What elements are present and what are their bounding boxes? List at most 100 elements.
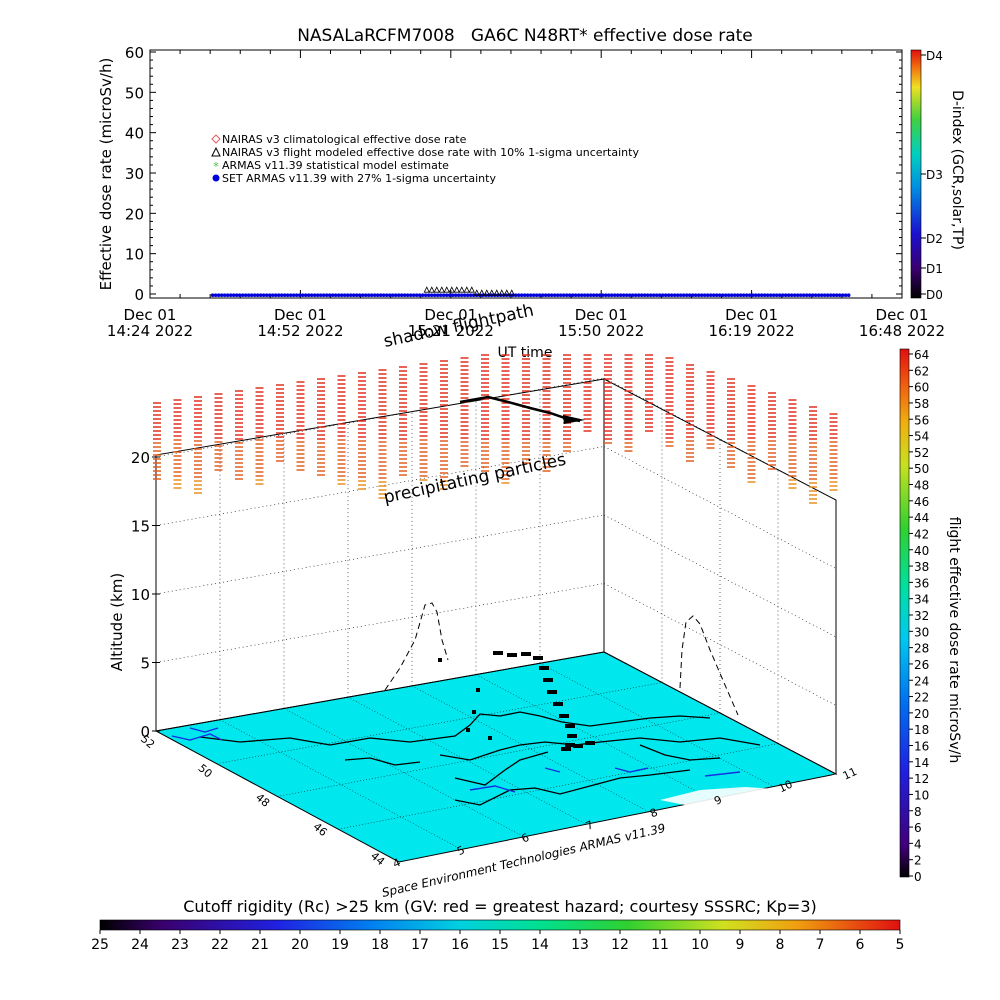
armas-point bbox=[282, 293, 287, 297]
armas-point bbox=[252, 293, 257, 297]
armas-point bbox=[339, 293, 344, 297]
dose-colorbar-tick-label: 56 bbox=[914, 413, 929, 427]
armas-point bbox=[591, 293, 596, 297]
armas-point bbox=[318, 293, 323, 297]
armas-point bbox=[693, 293, 698, 297]
armas-point bbox=[804, 293, 809, 297]
armas-point bbox=[765, 293, 770, 297]
armas-point bbox=[606, 293, 611, 297]
flight-track-point bbox=[493, 651, 503, 655]
top-x-tick-label-date: Dec 01 bbox=[876, 306, 929, 324]
armas-point bbox=[234, 293, 239, 297]
nairas-flight-point bbox=[473, 289, 480, 296]
armas-point bbox=[762, 293, 767, 297]
armas-point bbox=[324, 293, 329, 297]
dose-colorbar-tick-label: 2 bbox=[914, 854, 922, 868]
top-x-tick-label-time: 16:19 2022 bbox=[709, 322, 795, 340]
rigidity-colorbar-ticks: 25 24 23 22 21 20 19 18 17 16 15 14 13 12 11 10 9 8 7 6 5 bbox=[91, 930, 904, 953]
armas-point bbox=[702, 293, 707, 297]
flight-track-point bbox=[565, 724, 575, 728]
armas-point bbox=[249, 293, 254, 297]
flight-track-point bbox=[438, 658, 442, 662]
rigidity-colorbar-tick-label: 14 bbox=[531, 937, 549, 953]
rigidity-colorbar-tick-label: 24 bbox=[131, 937, 149, 953]
armas-point bbox=[798, 293, 803, 297]
dose-colorbar-ticks: 0246810121416182022242628303234363840424… bbox=[909, 348, 929, 884]
dose-colorbar-tick-label: 32 bbox=[914, 609, 929, 623]
dose-colorbar-tick-label: 4 bbox=[914, 837, 922, 851]
armas-point bbox=[756, 293, 761, 297]
flight-track-point bbox=[585, 741, 595, 745]
dindex-colorbar bbox=[910, 49, 922, 299]
dose-colorbar-tick-label: 58 bbox=[914, 397, 929, 411]
armas-point bbox=[390, 293, 395, 297]
armas-point bbox=[399, 293, 404, 297]
flight-track-point bbox=[573, 744, 583, 748]
armas-point bbox=[387, 293, 392, 297]
armas-point bbox=[558, 293, 563, 297]
ground-grid-line bbox=[277, 712, 721, 797]
armas-point bbox=[699, 293, 704, 297]
armas-point bbox=[708, 293, 713, 297]
armas-point bbox=[696, 293, 701, 297]
z-tick-label: 5 bbox=[140, 655, 150, 673]
top-y-tick-label: 30 bbox=[125, 165, 144, 183]
armas-point bbox=[408, 293, 413, 297]
dose-colorbar-tick-label: 0 bbox=[914, 870, 922, 884]
flight-track-point bbox=[466, 728, 470, 732]
dose-colorbar-tick-label: 38 bbox=[914, 560, 929, 574]
armas-point bbox=[396, 293, 401, 297]
dindex-tick-label: D0 bbox=[926, 288, 943, 302]
armas-point bbox=[807, 293, 812, 297]
armas-point bbox=[759, 293, 764, 297]
longitude-tick-label: 6 bbox=[519, 831, 531, 846]
nairas-flight-point bbox=[508, 289, 515, 296]
flight-track-point bbox=[507, 653, 517, 657]
dose-colorbar-tick-label: 36 bbox=[914, 576, 929, 590]
armas-point bbox=[210, 293, 215, 297]
armas-point bbox=[216, 293, 221, 297]
armas-point bbox=[423, 293, 428, 297]
rigidity-colorbar-tick-label: 6 bbox=[856, 937, 865, 953]
dose-colorbar-tick-label: 48 bbox=[914, 479, 929, 493]
armas-point bbox=[615, 293, 620, 297]
top-y-tick-label: 60 bbox=[125, 44, 144, 62]
flight-track-point bbox=[539, 666, 549, 670]
top-legend: NAIRAS v3 climatological effective dose … bbox=[211, 133, 639, 185]
armas-point bbox=[420, 293, 425, 297]
projection-curves bbox=[384, 602, 739, 716]
nairas-flight-point bbox=[483, 289, 490, 296]
armas-point bbox=[711, 293, 716, 297]
armas-point bbox=[393, 293, 398, 297]
armas-point bbox=[333, 293, 338, 297]
top-y-tick-label: 0 bbox=[134, 286, 144, 304]
armas-point bbox=[540, 293, 545, 297]
armas-point bbox=[813, 293, 818, 297]
flight-track-point bbox=[488, 736, 492, 740]
armas-point bbox=[669, 293, 674, 297]
armas-point bbox=[336, 293, 341, 297]
armas-point bbox=[660, 293, 665, 297]
armas-point bbox=[381, 293, 386, 297]
armas-point bbox=[231, 293, 236, 297]
armas-point bbox=[300, 293, 305, 297]
top-plot-frame bbox=[149, 49, 903, 299]
armas-point bbox=[720, 293, 725, 297]
armas-point bbox=[303, 293, 308, 297]
precipitating-particles bbox=[153, 354, 838, 504]
armas-point bbox=[735, 293, 740, 297]
dose-colorbar-tick-label: 62 bbox=[914, 364, 929, 378]
rigidity-colorbar-tick-label: 5 bbox=[896, 937, 905, 953]
flight-track-point bbox=[559, 714, 569, 718]
armas-point bbox=[567, 293, 572, 297]
armas-point bbox=[321, 293, 326, 297]
armas-point bbox=[285, 293, 290, 297]
dose-colorbar-tick-label: 18 bbox=[914, 723, 929, 737]
armas-point bbox=[219, 293, 224, 297]
armas-point bbox=[414, 293, 419, 297]
flight-track-point bbox=[476, 688, 480, 692]
armas-point bbox=[789, 293, 794, 297]
armas-point bbox=[450, 293, 455, 297]
nairas-flight-point bbox=[488, 289, 495, 296]
